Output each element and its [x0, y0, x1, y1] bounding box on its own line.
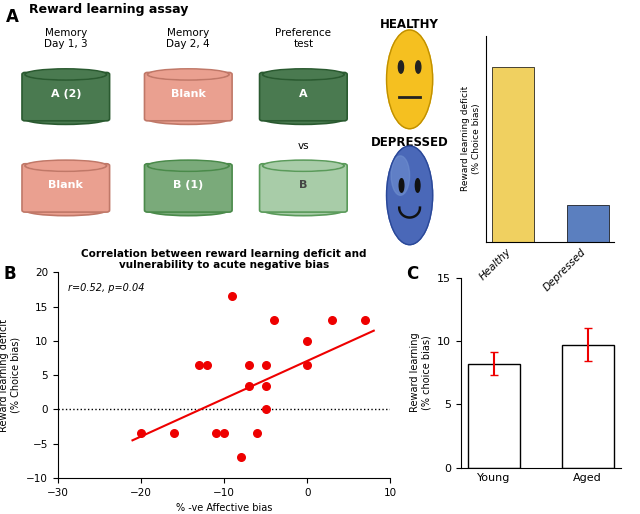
Text: C: C: [406, 265, 419, 283]
Text: B: B: [299, 180, 308, 191]
FancyBboxPatch shape: [22, 72, 109, 121]
Text: A (2): A (2): [51, 89, 81, 99]
Text: Memory
Day 1, 3: Memory Day 1, 3: [44, 28, 88, 49]
Text: Preference
test: Preference test: [275, 28, 332, 49]
Ellipse shape: [27, 69, 104, 79]
Point: [236, 453, 246, 462]
Ellipse shape: [262, 205, 344, 216]
Point: [302, 337, 312, 345]
Text: B (1): B (1): [173, 180, 204, 191]
FancyBboxPatch shape: [260, 164, 347, 212]
X-axis label: % -ve Affective bias
corticosterone-paired substrate: % -ve Affective bias corticosterone-pair…: [147, 503, 301, 514]
Point: [219, 429, 229, 437]
Y-axis label: Reward learning deficit
(% Choice bias): Reward learning deficit (% Choice bias): [0, 319, 20, 432]
FancyBboxPatch shape: [145, 72, 232, 121]
Ellipse shape: [25, 160, 107, 171]
Bar: [567, 205, 609, 242]
Point: [244, 361, 254, 369]
Ellipse shape: [264, 161, 342, 171]
Ellipse shape: [147, 113, 229, 124]
Ellipse shape: [25, 69, 107, 80]
Circle shape: [387, 30, 433, 128]
Ellipse shape: [264, 69, 342, 79]
Ellipse shape: [150, 69, 227, 79]
Point: [136, 429, 146, 437]
Text: Blank: Blank: [171, 89, 205, 99]
Ellipse shape: [398, 61, 404, 73]
Point: [211, 429, 221, 437]
Text: A: A: [299, 89, 308, 99]
Point: [327, 316, 337, 324]
Text: vs: vs: [298, 141, 309, 151]
Point: [260, 381, 271, 390]
Ellipse shape: [27, 161, 104, 171]
Circle shape: [391, 156, 410, 195]
Point: [194, 361, 204, 369]
Ellipse shape: [147, 160, 229, 171]
Ellipse shape: [415, 179, 420, 192]
Ellipse shape: [399, 179, 404, 192]
Ellipse shape: [147, 69, 229, 80]
Point: [360, 316, 371, 324]
Text: A: A: [6, 8, 19, 26]
Ellipse shape: [150, 161, 227, 171]
Point: [202, 361, 212, 369]
Text: Reward learning assay: Reward learning assay: [29, 3, 188, 16]
Ellipse shape: [262, 113, 344, 124]
Title: Correlation between reward learning deficit and
vulnerability to acute negative : Correlation between reward learning defi…: [81, 249, 367, 270]
Ellipse shape: [147, 205, 229, 216]
Point: [227, 292, 237, 301]
Text: B: B: [3, 265, 16, 283]
Point: [252, 429, 262, 437]
Ellipse shape: [262, 69, 344, 80]
Text: HEALTHY: HEALTHY: [380, 17, 439, 31]
Ellipse shape: [262, 160, 344, 171]
FancyBboxPatch shape: [145, 164, 232, 212]
Point: [260, 361, 271, 369]
Point: [244, 381, 254, 390]
Ellipse shape: [25, 113, 107, 124]
Point: [302, 361, 312, 369]
Y-axis label: Reward learning
(% choice bias): Reward learning (% choice bias): [410, 333, 431, 412]
Bar: [468, 364, 520, 468]
Point: [260, 406, 271, 414]
Point: [269, 316, 279, 324]
Bar: [562, 345, 614, 468]
Ellipse shape: [415, 61, 421, 73]
Text: Blank: Blank: [49, 180, 83, 191]
Ellipse shape: [25, 205, 107, 216]
Text: DEPRESSED: DEPRESSED: [371, 136, 449, 149]
Point: [169, 429, 179, 437]
FancyBboxPatch shape: [260, 72, 347, 121]
Text: Memory
Day 2, 4: Memory Day 2, 4: [166, 28, 210, 49]
FancyBboxPatch shape: [22, 164, 109, 212]
Text: r=0.52, p=0.04: r=0.52, p=0.04: [68, 283, 144, 292]
Y-axis label: Reward learning deficit
(% Choice bias): Reward learning deficit (% Choice bias): [461, 86, 481, 191]
Circle shape: [387, 146, 433, 245]
Bar: [492, 67, 534, 242]
